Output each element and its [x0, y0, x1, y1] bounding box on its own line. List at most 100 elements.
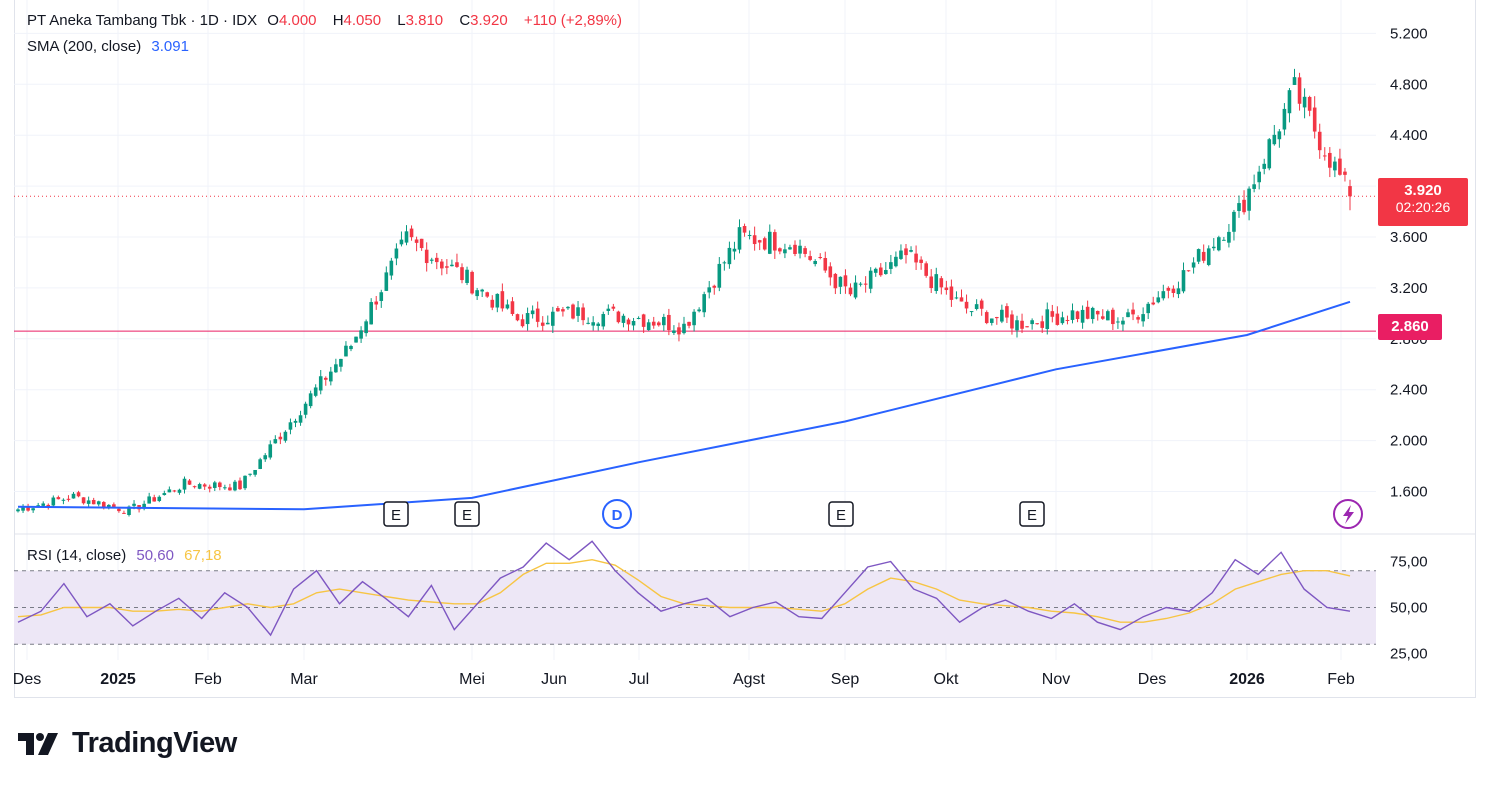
candle-body: [485, 292, 490, 297]
candle-body: [873, 268, 878, 273]
sma-legend[interactable]: SMA (200, close) 3.091: [27, 38, 195, 55]
sma-200-line: [17, 300, 1351, 511]
candle-body: [596, 323, 601, 326]
candle-body: [1005, 306, 1009, 318]
candle-body: [1116, 321, 1120, 323]
candle-body: [51, 497, 56, 506]
candle-body: [212, 482, 217, 488]
candle-body: [1186, 270, 1191, 272]
change-value: +110 (+2,89%): [523, 12, 622, 29]
chart-canvas[interactable]: 1.6002.0002.4002.8003.2003.6004.0004.400…: [0, 0, 1491, 700]
candle-body: [1317, 131, 1322, 151]
time-tick-label: Feb: [194, 671, 222, 688]
candle-body: [561, 309, 565, 312]
ohlc-legend: PT Aneka Tambang Tbk · 1D · IDX O4.000 H…: [27, 12, 628, 29]
candle-body: [152, 497, 157, 502]
candle-body: [1161, 291, 1166, 299]
candle-body: [858, 283, 863, 285]
candle-body: [783, 249, 787, 254]
candle-body: [142, 503, 146, 508]
candle-body: [147, 496, 151, 504]
tradingview-logo-icon: [18, 733, 58, 755]
candle-body: [631, 320, 636, 326]
candle-body: [1136, 317, 1140, 320]
rsi-guides: [14, 570, 1376, 645]
candle-body: [591, 322, 595, 326]
time-axis[interactable]: Des 2025 Feb Mar Mei Jun Jul Agst Sep Okt Nov Des 20…: [13, 671, 1355, 688]
candle-body: [1297, 77, 1302, 104]
candle-body: [1025, 326, 1029, 328]
candle-body: [737, 227, 742, 250]
candle-body: [732, 248, 737, 252]
candle-body: [177, 489, 182, 493]
candle-body: [949, 286, 954, 300]
time-tick-label: Jul: [629, 671, 649, 688]
candle-body: [929, 276, 934, 289]
price-tick-label: 3.200: [1390, 280, 1428, 297]
candle-body: [429, 259, 434, 261]
tradingview-logo[interactable]: TradingView: [18, 726, 237, 760]
candle-body: [662, 316, 666, 326]
time-tick-label: Nov: [1042, 671, 1070, 688]
candle-body: [838, 276, 843, 287]
candle-body: [788, 247, 792, 250]
last-price-value: 3.920: [1404, 182, 1442, 199]
candle-body: [1030, 320, 1034, 325]
candle-body: [233, 481, 237, 491]
price-axis[interactable]: 1.6002.0002.4002.8003.2003.6004.0004.400…: [1390, 25, 1428, 500]
candle-body: [1080, 309, 1085, 323]
high-value: 4.050: [343, 12, 382, 29]
candle-body: [621, 315, 626, 323]
candle-body: [556, 308, 560, 312]
candle-body: [828, 266, 833, 278]
candle-body: [702, 294, 706, 313]
candle-body: [86, 500, 91, 504]
candle-body: [334, 364, 338, 373]
candle-body: [510, 301, 515, 315]
candle-body: [76, 492, 81, 497]
lightning-icon[interactable]: [1333, 499, 1363, 529]
candle-body: [228, 487, 232, 491]
rsi-legend[interactable]: RSI (14, close) 50,60 67,18: [27, 547, 228, 564]
candle-body: [308, 393, 313, 407]
candle-body: [1010, 314, 1014, 329]
candle-body: [1282, 108, 1287, 130]
candle-body: [757, 240, 762, 243]
candle-body: [253, 469, 257, 475]
candle-body: [490, 299, 495, 308]
last-price-tag: 3.920 02:20:26: [1378, 178, 1468, 226]
candle-body: [1272, 134, 1277, 145]
candle-body: [848, 287, 853, 295]
candle-body: [1201, 251, 1206, 261]
price-tick-label: 2.000: [1390, 433, 1428, 450]
candle-body: [545, 322, 550, 325]
candle-body: [455, 262, 459, 267]
candle-body: [505, 304, 510, 309]
candle-body: [1040, 321, 1045, 328]
candle-body: [329, 371, 333, 382]
candle-body: [646, 322, 651, 331]
candle-body: [414, 239, 419, 243]
rsi-axis[interactable]: 25,00 50,00 75,00: [1390, 554, 1428, 663]
candle-body: [223, 487, 227, 489]
candle-body: [1070, 310, 1075, 320]
candle-body: [465, 269, 469, 283]
symbol-title[interactable]: PT Aneka Tambang Tbk · 1D · IDX: [27, 12, 258, 29]
candle-body: [112, 504, 116, 507]
candle-body: [374, 301, 379, 305]
candle-body: [202, 484, 207, 487]
candle-body: [808, 256, 812, 260]
candle-body: [641, 314, 646, 327]
candle-body: [818, 257, 823, 259]
earnings-marker-label: E: [1027, 507, 1037, 524]
candle-body: [248, 473, 252, 475]
candle-body: [369, 302, 373, 325]
candle-body: [1075, 311, 1080, 320]
time-tick-label: Des: [1138, 671, 1166, 688]
price-tick-label: 4.400: [1390, 127, 1428, 144]
time-tick-label: Des: [13, 671, 41, 688]
time-tick-label: Mar: [290, 671, 318, 688]
candle-body: [889, 262, 893, 269]
candle-body: [1181, 270, 1186, 292]
candle-body: [722, 262, 727, 264]
